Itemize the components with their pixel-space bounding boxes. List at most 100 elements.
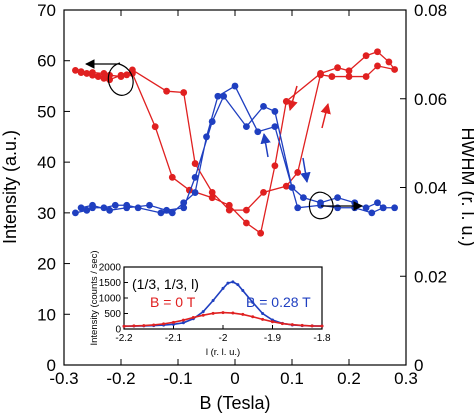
data-point xyxy=(374,48,381,56)
inset-x-tick-label: -1.9 xyxy=(264,333,282,344)
data-point xyxy=(94,73,102,80)
data-point xyxy=(257,229,265,237)
red-down-arrow-icon xyxy=(287,85,298,112)
y-tick-label: 60 xyxy=(37,52,56,71)
inset-legend-blue: B = 0.28 T xyxy=(246,294,311,310)
inset-x-tick-label: -2 xyxy=(219,333,228,344)
inset-data-point xyxy=(172,320,175,324)
data-point xyxy=(374,199,381,207)
data-point xyxy=(282,98,290,105)
x-axis-label: B (Tesla) xyxy=(199,393,270,413)
y2-axis-label: HWHM (r. l. u.) xyxy=(458,128,474,247)
data-point xyxy=(362,204,370,212)
data-point xyxy=(191,189,199,196)
data-point xyxy=(129,70,136,77)
inset-data-point xyxy=(236,283,240,287)
red-up-arrow-icon xyxy=(320,102,331,129)
inset-legend-red: B = 0 T xyxy=(150,294,196,310)
data-point xyxy=(300,194,307,202)
inset-data-point xyxy=(211,298,215,302)
blue-up-arrow-icon xyxy=(260,132,271,158)
y-tick-label: 10 xyxy=(37,305,56,324)
data-point xyxy=(106,76,113,84)
data-point xyxy=(83,70,91,77)
inset-data-point xyxy=(251,315,255,319)
x-tick-label: 0.2 xyxy=(337,369,361,388)
data-point xyxy=(180,89,188,96)
data-point xyxy=(151,123,159,131)
inset-y-axis-label: Intensity (counts / sec) xyxy=(89,250,100,345)
x-tick-label: -0.2 xyxy=(106,369,135,388)
data-point xyxy=(163,206,171,214)
data-point xyxy=(334,194,341,202)
blue-down-arrow-icon xyxy=(300,157,311,184)
data-point xyxy=(117,71,125,79)
inset-data-point xyxy=(271,320,274,324)
inset-x-tick-label: -2.2 xyxy=(115,333,133,344)
data-point xyxy=(111,201,119,209)
y-tick-label: 50 xyxy=(37,102,56,121)
inset-data-point xyxy=(181,318,185,322)
data-point xyxy=(146,201,153,209)
data-point xyxy=(362,52,370,60)
inset-y-tick-label: 0 xyxy=(115,325,121,336)
x-tick-label: -0.1 xyxy=(163,369,192,388)
inset-data-point xyxy=(142,324,146,328)
main-plot-data xyxy=(72,48,398,237)
inset-data-point xyxy=(162,322,166,326)
x-tick-label: -0.3 xyxy=(49,369,78,388)
inset-plot-data xyxy=(122,280,324,328)
inset-data-point xyxy=(226,281,230,285)
data-point xyxy=(271,123,279,131)
x-tick-label: 0.1 xyxy=(280,369,304,388)
data-point xyxy=(203,133,210,141)
data-point xyxy=(351,199,359,207)
y2-tick-label: 0.02 xyxy=(414,267,447,286)
inset-data-point xyxy=(241,312,245,316)
data-point xyxy=(345,67,353,75)
inset-data-point xyxy=(261,312,265,315)
data-point xyxy=(72,209,79,217)
inset-y-tick-label: 1500 xyxy=(99,278,122,289)
main-axis-ticks: -0.3 -0.2 -0.1 0 0.1 0.2 0.301020304050607000.… xyxy=(37,1,447,388)
data-point xyxy=(345,73,353,80)
data-point xyxy=(106,206,113,214)
data-point xyxy=(208,118,216,125)
data-point xyxy=(243,123,250,131)
y2-tick-label: 0.08 xyxy=(414,1,447,20)
inset-data-point xyxy=(261,317,265,321)
data-point xyxy=(254,128,262,136)
data-point xyxy=(288,184,296,191)
data-point xyxy=(180,199,188,207)
inset-x-tick-label: -1.8 xyxy=(313,333,331,344)
inset-y-tick-label: 1000 xyxy=(99,294,122,305)
data-point xyxy=(123,71,131,79)
data-point xyxy=(100,70,108,77)
y-tick-label: 0 xyxy=(47,356,56,375)
inset-y-tick-label: 500 xyxy=(104,309,121,320)
data-point xyxy=(294,204,302,212)
data-point xyxy=(243,219,250,227)
data-point xyxy=(220,92,228,100)
inset-data-point xyxy=(221,311,225,315)
data-point xyxy=(77,204,85,212)
inset-data-point xyxy=(300,323,304,327)
inset-background xyxy=(124,267,322,329)
data-point xyxy=(168,173,176,181)
inset-x-tick-label: -2.1 xyxy=(165,333,183,344)
data-point xyxy=(294,169,302,176)
y2-tick-label: 0.06 xyxy=(414,90,447,109)
inset-y-tick-label: 2000 xyxy=(99,263,122,274)
x-tick-label: 0.3 xyxy=(394,369,418,388)
annotation-arrows xyxy=(85,59,362,220)
data-point xyxy=(271,108,279,115)
inset-data-point xyxy=(231,311,235,315)
inset-data-point xyxy=(231,280,235,284)
data-point xyxy=(214,92,222,100)
inset-data-point xyxy=(201,313,205,317)
inset-annotation-main: (1/3, 1/3, l) xyxy=(132,276,199,292)
data-point xyxy=(83,206,91,214)
data-point xyxy=(225,206,233,214)
inset-data-point xyxy=(251,300,255,304)
